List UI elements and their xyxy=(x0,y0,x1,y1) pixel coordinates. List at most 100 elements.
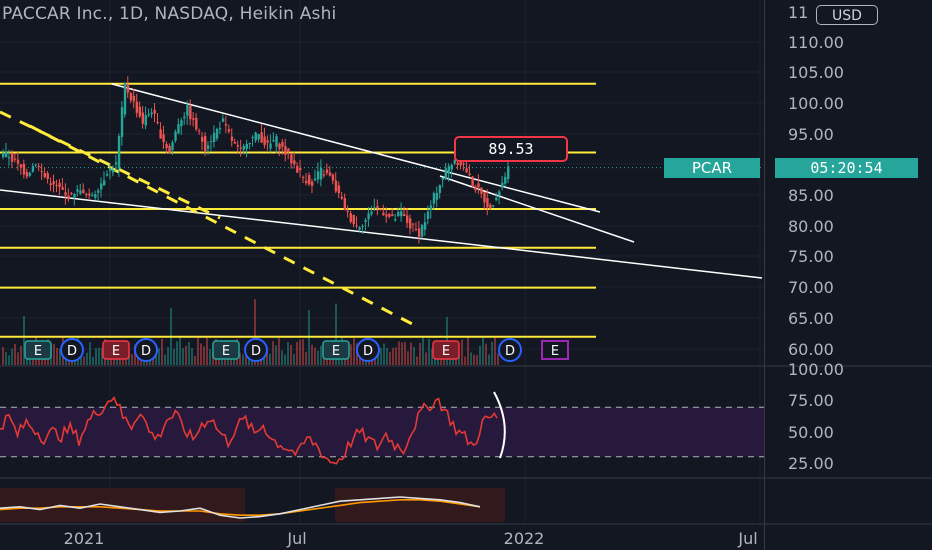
volume-bar xyxy=(212,352,214,365)
volume-bar xyxy=(494,337,496,365)
volume-bar xyxy=(56,347,58,365)
osc-orange-line xyxy=(0,498,481,517)
osc-white-line xyxy=(0,496,481,519)
volume-bar xyxy=(479,345,481,365)
candle-body xyxy=(204,135,207,151)
volume-bar xyxy=(278,337,280,365)
candle-body xyxy=(310,181,314,186)
candle-body xyxy=(61,187,64,190)
volume-bar xyxy=(299,339,301,365)
volume-bar xyxy=(335,303,337,365)
volume-bar xyxy=(83,356,85,365)
candle-body xyxy=(432,193,436,204)
candle-body xyxy=(474,186,477,191)
volume-bar xyxy=(95,348,97,365)
candle-body xyxy=(296,166,299,173)
trendlines xyxy=(0,83,763,330)
volume-bar xyxy=(185,345,187,365)
candle-body xyxy=(278,143,281,149)
candle-body xyxy=(189,105,192,120)
volume-bar xyxy=(2,347,4,365)
candle-body xyxy=(337,185,341,194)
volume-bar xyxy=(89,342,91,365)
candle-body xyxy=(132,95,136,102)
candle-body xyxy=(94,194,97,198)
candle-body xyxy=(251,136,254,138)
volume-bar xyxy=(488,354,490,365)
candle-body xyxy=(138,106,142,117)
candle-body xyxy=(480,187,483,194)
volume-bar xyxy=(404,341,406,365)
candle-body xyxy=(331,174,335,181)
currency-button[interactable]: USD xyxy=(816,5,878,25)
candle-body xyxy=(305,180,308,184)
volume-bar xyxy=(92,356,94,365)
candle-body xyxy=(135,101,139,113)
event-marker-dividend[interactable]: D xyxy=(244,338,268,362)
volume-bar xyxy=(395,347,397,365)
event-marker-dividend[interactable]: D xyxy=(356,338,380,362)
volume-bar xyxy=(203,346,205,365)
event-marker-earnings-past[interactable]: E xyxy=(24,340,52,360)
volume-bar xyxy=(269,353,271,365)
candle-body xyxy=(103,180,106,186)
candle-body xyxy=(358,227,361,230)
candle-body xyxy=(40,171,44,173)
event-marker-earnings-past[interactable]: E xyxy=(322,340,350,360)
upper-trendline xyxy=(111,83,601,213)
event-marker-dividend[interactable]: D xyxy=(60,338,84,362)
volume-bar xyxy=(272,341,274,365)
volume-bar xyxy=(485,343,487,365)
candle-body xyxy=(7,157,11,159)
candle-body xyxy=(198,130,201,132)
event-marker-dividend[interactable]: D xyxy=(498,338,522,362)
event-marker-earnings-past[interactable]: E xyxy=(212,340,240,360)
event-label: D xyxy=(505,344,515,359)
volume-bar xyxy=(389,351,391,365)
candle-body xyxy=(180,120,183,127)
price-axis[interactable]: 110.00105.00100.0095.0090.0085.0080.0075… xyxy=(788,3,844,473)
volume-bar xyxy=(353,338,355,365)
candle-body xyxy=(206,145,210,149)
candle-body xyxy=(215,129,219,139)
volume-bar xyxy=(284,354,286,365)
candle-body xyxy=(108,167,112,171)
volume-bar xyxy=(200,343,202,365)
volume-bar xyxy=(176,341,178,365)
volume-bar xyxy=(350,344,352,365)
volume-bar xyxy=(416,356,418,365)
price-tick-label: 110.00 xyxy=(788,33,844,52)
event-marker-earnings[interactable]: E xyxy=(102,340,130,360)
candle-body xyxy=(257,134,260,140)
rsi-tick-label: 50.00 xyxy=(788,423,834,442)
volume-bar xyxy=(305,352,307,365)
candle-body xyxy=(501,182,504,188)
candle-body xyxy=(486,198,489,208)
osc-bg xyxy=(335,488,505,522)
candle-body xyxy=(299,168,302,171)
volume-bar xyxy=(137,354,139,365)
candle-body xyxy=(411,223,415,225)
rsi-annotation xyxy=(493,391,506,459)
volume-bar xyxy=(206,337,208,365)
candle-body xyxy=(159,129,162,139)
candle-body xyxy=(504,176,507,184)
candle-body xyxy=(25,172,29,177)
candle-body xyxy=(498,191,501,196)
candle-body xyxy=(168,145,171,153)
candle-body xyxy=(489,204,492,209)
candle-body xyxy=(397,212,400,217)
event-label: D xyxy=(251,344,261,359)
time-axis[interactable]: 2021 Jul 2022 Jul xyxy=(64,529,758,548)
volume-bar xyxy=(377,348,379,365)
candle-body xyxy=(254,132,257,141)
volume-bar xyxy=(59,348,61,365)
event-marker-earnings[interactable]: E xyxy=(432,340,460,360)
dividend-badge xyxy=(244,338,268,362)
event-marker-dividend[interactable]: D xyxy=(134,338,158,362)
event-label: D xyxy=(67,344,77,359)
candle-body xyxy=(322,174,326,176)
event-marker-future[interactable]: E xyxy=(541,340,569,360)
